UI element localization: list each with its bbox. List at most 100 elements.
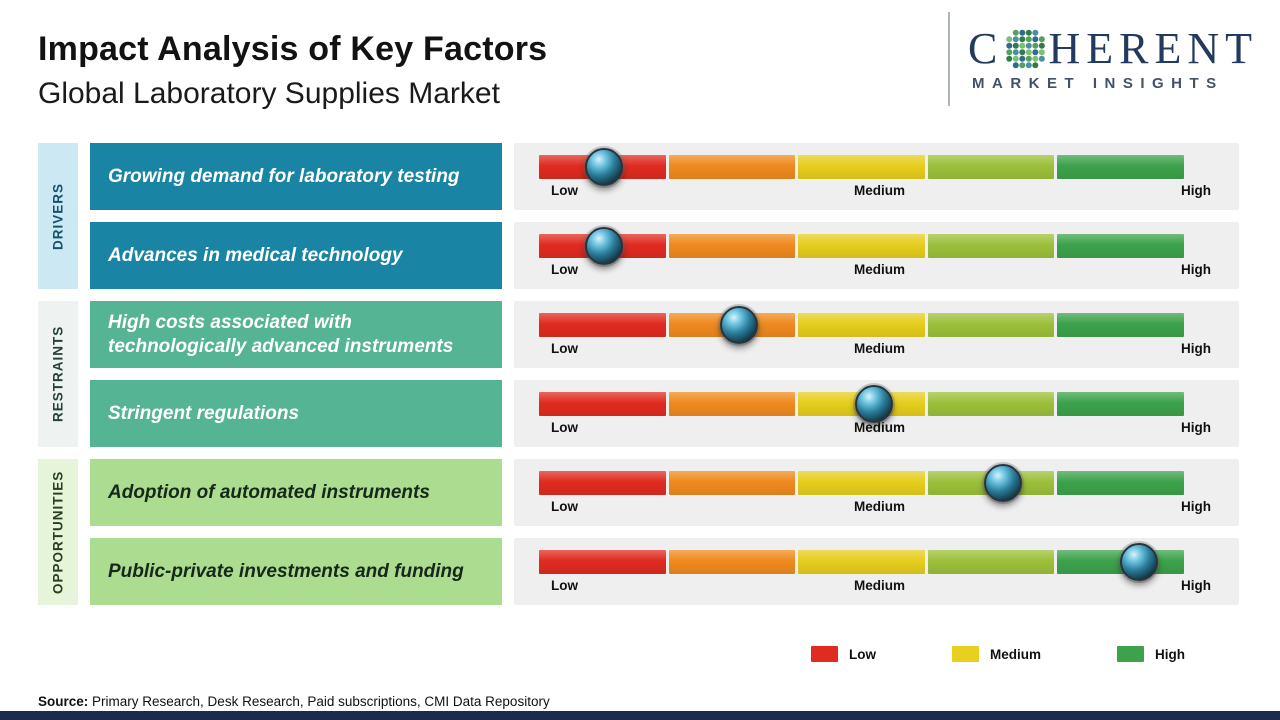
sidebar-group-restraints: RESTRAINTS [38, 301, 78, 447]
bar-segment [668, 392, 796, 416]
impact-bar [539, 148, 1184, 186]
impact-bar [539, 385, 1184, 423]
factor-text: Growing demand for laboratory testing [108, 165, 460, 187]
bar-segment [539, 471, 666, 495]
impact-scale: Low Medium High [514, 380, 1239, 447]
source-line: Source: Primary Research, Desk Research,… [38, 694, 550, 709]
scale-label-medium: Medium [853, 499, 905, 514]
impact-marker [584, 148, 623, 186]
impact-bar [539, 543, 1184, 581]
bar-segment [1057, 234, 1184, 258]
impact-scale: Low Medium High [514, 222, 1239, 289]
factor-label: High costs associated with technological… [90, 301, 502, 368]
logo-globe-icon [1006, 29, 1046, 68]
scale-labels: Low Medium High [539, 420, 1211, 435]
scale-label-high: High [1180, 499, 1211, 514]
scale-label-low: Low [551, 499, 578, 514]
bar-segment [798, 155, 925, 179]
bar-segment [539, 313, 666, 337]
impact-marker [984, 464, 1023, 502]
impact-marker [584, 227, 623, 265]
bar-segment [539, 550, 666, 574]
impact-matrix: DRIVERS RESTRAINTS OPPORTUNITIES Growing… [38, 143, 1239, 605]
legend-item-low: Low [810, 646, 876, 662]
legend-item-medium: Medium [951, 646, 1041, 662]
source-text: Primary Research, Desk Research, Paid su… [92, 694, 550, 709]
sidebar-group-opportunities: OPPORTUNITIES [38, 459, 78, 605]
factor-label: Stringent regulations [90, 380, 502, 447]
legend-swatch-medium [951, 646, 979, 662]
bar-segment [927, 550, 1055, 574]
bar-segment [798, 550, 925, 574]
footer-bar [0, 711, 1280, 720]
bar-segment [927, 392, 1055, 416]
legend-label-medium: Medium [989, 646, 1041, 662]
scale-label-high: High [1180, 420, 1211, 435]
legend-swatch-high [1117, 646, 1144, 662]
bar-segment [668, 155, 796, 179]
bar-segment [668, 550, 796, 574]
scale-labels: Low Medium High [539, 499, 1211, 514]
bar-segment [1057, 155, 1184, 179]
page-title: Impact Analysis of Key Factors [38, 30, 548, 68]
scale-label-medium: Medium [853, 578, 905, 593]
logo-text-c: C [968, 23, 1004, 73]
scale-label-high: High [1180, 578, 1211, 593]
logo: C HERENT MARKET INSIGHTS [948, 12, 1258, 106]
legend: Low Medium High [810, 646, 1185, 662]
bar-segment [1057, 471, 1184, 495]
impact-scale: Low Medium High [514, 538, 1239, 605]
scale-label-low: Low [551, 341, 578, 356]
bar-segment [539, 392, 666, 416]
impact-scale: Low Medium High [514, 459, 1239, 526]
scale-label-medium: Medium [853, 183, 905, 198]
scale-label-medium: Medium [853, 420, 905, 435]
factor-label: Advances in medical technology [90, 222, 502, 289]
scale-labels: Low Medium High [539, 578, 1211, 593]
logo-brand-line: C HERENT [968, 23, 1258, 73]
factor-label: Adoption of automated instruments [90, 459, 502, 526]
scale-label-medium: Medium [853, 341, 905, 356]
page-subtitle: Global Laboratory Supplies Market [38, 77, 500, 110]
impact-bar [539, 464, 1184, 502]
scale-labels: Low Medium High [539, 262, 1211, 277]
legend-item-high: High [1117, 646, 1185, 662]
sidebar-group-drivers: DRIVERS [38, 143, 78, 289]
scale-label-high: High [1180, 341, 1211, 356]
bar-segment [927, 234, 1055, 258]
scale-label-high: High [1180, 183, 1211, 198]
scale-labels: Low Medium High [539, 341, 1211, 356]
impact-marker [1119, 543, 1158, 581]
source-prefix: Source: [38, 694, 89, 709]
bar-segment [927, 155, 1055, 179]
legend-swatch-low [810, 646, 838, 662]
bar-segment [1057, 313, 1184, 337]
factor-label: Public-private investments and funding [90, 538, 502, 605]
impact-bar [539, 227, 1184, 265]
factor-text: Stringent regulations [108, 402, 300, 424]
scale-label-low: Low [551, 262, 578, 277]
scale-label-low: Low [551, 183, 578, 198]
impact-scale: Low Medium High [514, 143, 1239, 210]
bar-segment [1057, 392, 1184, 416]
logo-tagline: MARKET INSIGHTS [972, 74, 1224, 92]
factor-text: Advances in medical technology [108, 244, 403, 266]
scale-label-low: Low [551, 420, 578, 435]
factor-text: High costs associated with technological… [108, 311, 454, 357]
impact-marker [855, 385, 894, 423]
bar-segment [927, 313, 1055, 337]
factor-text: Adoption of automated instruments [108, 481, 430, 503]
legend-label-high: High [1155, 646, 1185, 662]
scale-labels: Low Medium High [539, 183, 1211, 198]
scale-label-low: Low [551, 578, 578, 593]
factor-label: Growing demand for laboratory testing [90, 143, 502, 210]
scale-label-high: High [1180, 262, 1211, 277]
scale-label-medium: Medium [853, 262, 905, 277]
bar-segment [668, 471, 796, 495]
header: Impact Analysis of Key Factors Global La… [38, 30, 547, 111]
legend-label-low: Low [848, 646, 876, 662]
logo-text-rest: HERENT [1048, 23, 1258, 73]
impact-scale: Low Medium High [514, 301, 1239, 368]
impact-marker [719, 306, 758, 344]
